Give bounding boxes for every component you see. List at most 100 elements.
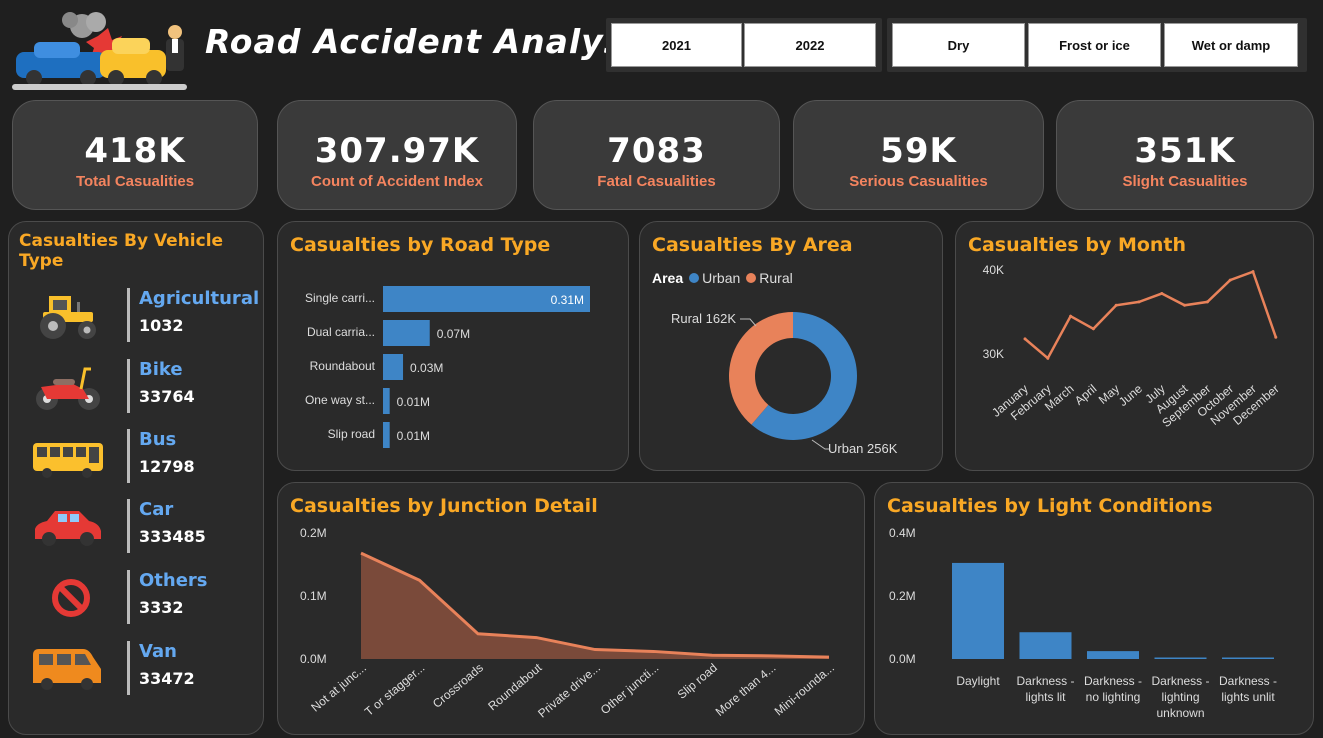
month-line-chart: 40K30KJanuaryFebruaryMarchAprilMayJuneJu… [983, 263, 1282, 430]
kpi-label: Slight Casualities [1122, 173, 1248, 190]
area-slice-urban [751, 312, 857, 440]
kpi-fatal-casualties: 7083 Fatal Casualities [533, 100, 780, 210]
vehicle-name: Car [139, 499, 174, 520]
x-tick-label: no lighting [1086, 690, 1141, 704]
x-tick-label: More than 4... [713, 661, 779, 719]
filter-surface-frost[interactable]: Frost or ice [1028, 23, 1161, 67]
prohibited-icon [31, 570, 103, 624]
x-tick-label: Darkness - [1151, 674, 1209, 688]
vehicle-panel-title: Casualties By Vehicle Type [19, 231, 224, 271]
vehicle-value: 33764 [139, 387, 195, 406]
road-value-label: 0.01M [397, 429, 430, 443]
legend-rural-label: Rural [759, 270, 793, 286]
x-tick-label: June [1116, 381, 1145, 409]
filter-surface-dry[interactable]: Dry [892, 23, 1025, 67]
area-title: Casualties By Area [652, 234, 853, 256]
light-bar [1154, 657, 1207, 659]
vehicle-value: 3332 [139, 598, 184, 617]
x-tick-label: Other juncti... [598, 661, 662, 718]
month-point [1137, 300, 1141, 304]
road-value-label: 0.01M [397, 395, 430, 409]
x-tick-label: May [1096, 382, 1122, 407]
divider [127, 288, 130, 342]
y-tick-label: 0.0M [300, 652, 327, 666]
area-slice-rural [729, 312, 793, 425]
rural-leader-line [740, 318, 757, 327]
road-category-label: One way st... [305, 393, 375, 407]
road-type-chart: Single carri... 0.31M Dual carria... 0.07M R… [305, 286, 590, 448]
light-bar-chart: 0.0M 0.2M 0.4M Daylight Darkness - lights lit… [889, 526, 1277, 720]
kpi-value: 59K [880, 131, 957, 171]
x-tick-label: Not at junc... [308, 661, 369, 715]
vehicle-value: 1032 [139, 316, 184, 335]
legend-urban-label: Urban [702, 270, 741, 286]
month-point [1023, 337, 1027, 341]
divider [127, 499, 130, 553]
tractor-icon [31, 288, 103, 342]
month-point [1205, 300, 1209, 304]
vehicle-bike: Bike 33764 [9, 351, 259, 421]
kpi-label: Fatal Casualities [597, 173, 716, 190]
road-bar [383, 354, 404, 380]
kpi-value: 7083 [607, 131, 706, 171]
month-panel: Casualties by Month 40K 30K January Februar… [955, 221, 1314, 471]
road-bar [383, 286, 590, 312]
kpi-label: Total Casualities [75, 173, 195, 190]
kpi-value: 307.97K [314, 131, 480, 171]
divider [127, 641, 130, 695]
x-tick-label: Roundabout [485, 660, 545, 713]
road-value-label: 0.07M [437, 327, 470, 341]
area-legend: Area Urban Rural [652, 270, 793, 286]
header-logo [12, 6, 192, 92]
road-bar [383, 422, 390, 448]
x-tick-label: April [1072, 382, 1099, 408]
y-tick-label: 0.4M [889, 526, 916, 540]
road-category-label: Single carri... [305, 291, 375, 305]
road-type-title: Casualties by Road Type [290, 234, 551, 256]
rural-data-label: Rural 162K [671, 311, 736, 326]
road-bar [383, 388, 390, 414]
road-bar [383, 320, 430, 346]
vehicle-value: 33472 [139, 669, 195, 688]
filter-year-2021[interactable]: 2021 [611, 23, 742, 67]
vehicle-name: Van [139, 641, 177, 662]
vehicle-bus: Bus 12798 [9, 421, 259, 491]
light-bar [1019, 632, 1072, 659]
month-point [1274, 335, 1278, 339]
month-point [1228, 278, 1232, 282]
divider [127, 429, 130, 483]
area-donut-chart: Urban 256K Rural 162K [671, 311, 898, 456]
junction-line [360, 551, 830, 659]
y-tick-label: 0.0M [889, 652, 916, 666]
light-panel: Casualties by Light Conditions 0.0M 0.2M 0… [874, 482, 1314, 735]
junction-panel: Casualties by Junction Detail 0.0M 0.1M 0.… [277, 482, 865, 735]
filter-year-2022[interactable]: 2022 [744, 23, 876, 67]
vehicle-value: 12798 [139, 457, 195, 476]
filter-surface-wet[interactable]: Wet or damp [1164, 23, 1298, 67]
bus-icon [31, 429, 103, 483]
divider [127, 570, 130, 624]
x-tick-label: Daylight [956, 674, 1000, 688]
road-category-label: Dual carria... [307, 325, 375, 339]
kpi-value: 351K [1134, 131, 1236, 171]
kpi-total-casualties: 418K Total Casualities [12, 100, 258, 210]
urban-leader-line [811, 439, 830, 450]
month-point [1069, 314, 1073, 318]
kpi-value: 418K [84, 131, 186, 171]
car-icon [31, 499, 103, 553]
road-value-label: 0.03M [410, 361, 443, 375]
month-line [1024, 270, 1277, 361]
vehicle-value: 333485 [139, 527, 206, 546]
area-panel: Casualties By Area Area Urban Rural Urba… [639, 221, 943, 471]
motorbike-icon [31, 359, 103, 413]
y-tick-label: 40K [983, 263, 1004, 277]
x-tick-label: Darkness - [1084, 674, 1142, 688]
y-tick-label: 0.2M [300, 526, 327, 540]
month-point [1114, 303, 1118, 307]
x-tick-label: T or stagger... [362, 661, 428, 719]
x-tick-label: lights unlit [1221, 690, 1275, 704]
x-tick-label: lights lit [1025, 690, 1066, 704]
van-icon [31, 641, 103, 695]
x-tick-label: Darkness - [1219, 674, 1277, 688]
month-point [1091, 327, 1095, 331]
